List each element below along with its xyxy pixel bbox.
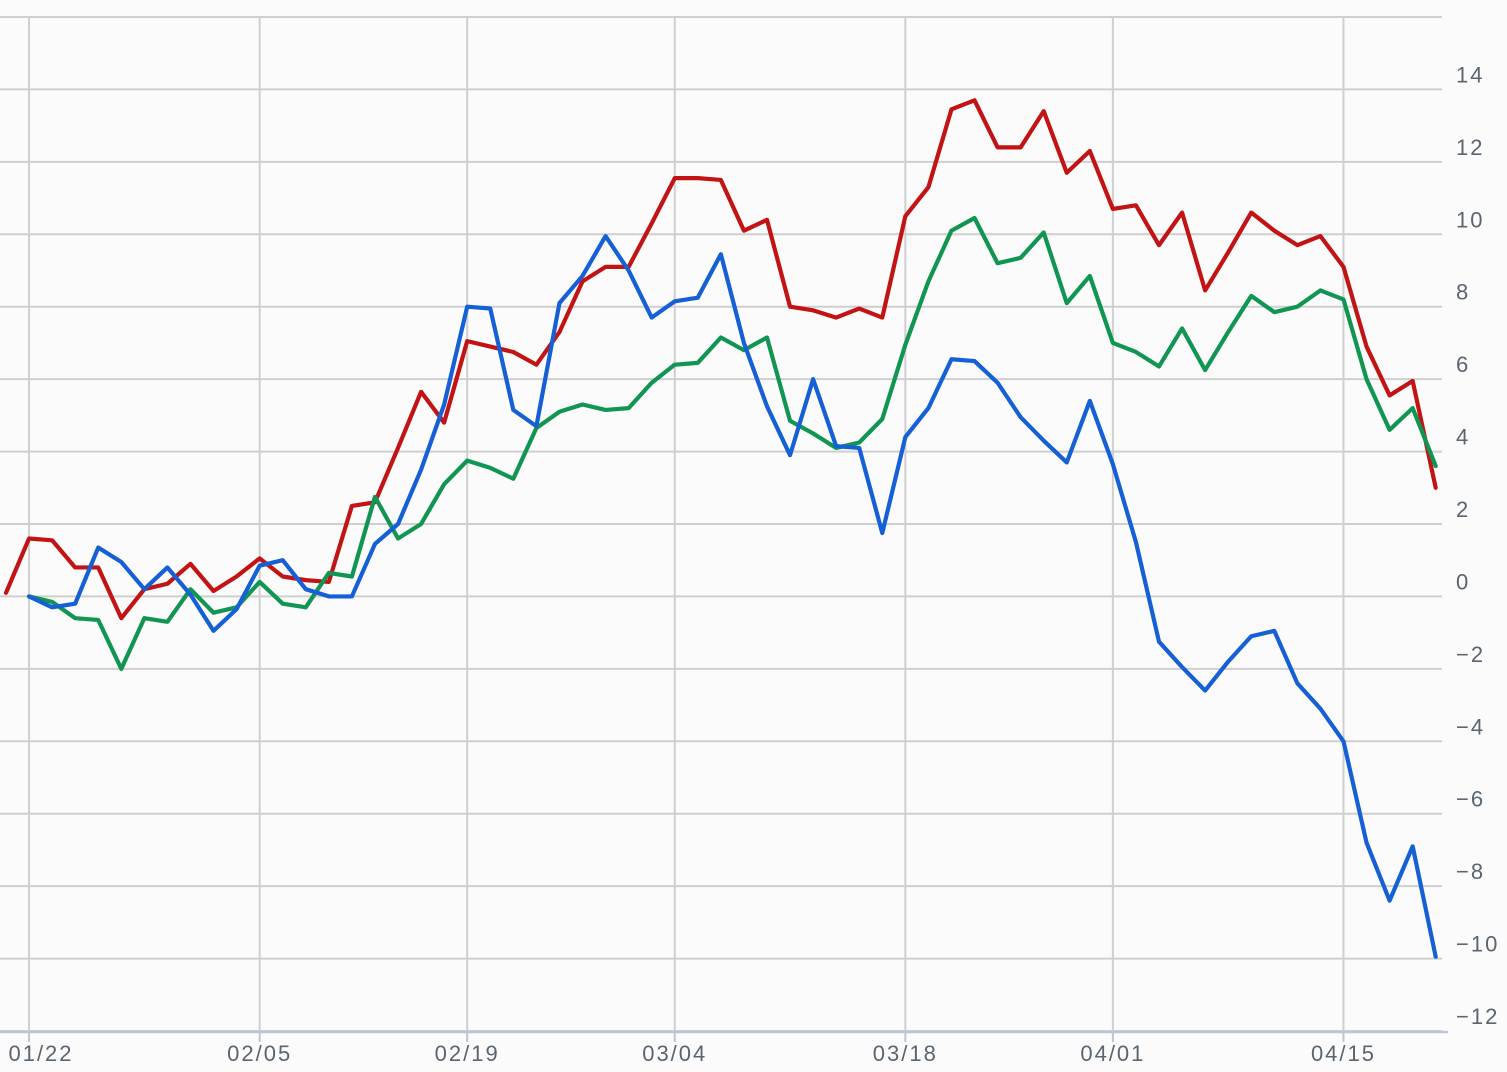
red-series-line — [3, 98, 1438, 621]
y-axis-tick-label: −8 — [1456, 859, 1485, 884]
x-axis-tick-label: 02/19 — [435, 1041, 500, 1066]
y-axis-tick-label: −12 — [1456, 1004, 1499, 1029]
y-axis-tick-label: 2 — [1456, 497, 1470, 522]
y-axis-tick-label: 8 — [1456, 280, 1470, 305]
y-axis-tick-label: 4 — [1456, 425, 1470, 450]
x-axis-tick-label: 01/22 — [8, 1041, 73, 1066]
blue-series-line — [26, 233, 1438, 959]
x-axis-tick-label: 03/04 — [642, 1041, 707, 1066]
y-axis-tick-label: 6 — [1456, 352, 1470, 377]
y-axis-tick-label: 14 — [1456, 62, 1484, 87]
x-axis-tick-label: 04/15 — [1311, 1041, 1376, 1066]
y-axis-tick-label: 10 — [1456, 207, 1484, 232]
y-axis-tick-label: −2 — [1456, 642, 1485, 667]
green-series-line — [26, 215, 1438, 671]
y-axis-tick-label: −10 — [1456, 932, 1499, 957]
y-axis-tick-label: −6 — [1456, 787, 1485, 812]
y-axis-tick-label: 0 — [1456, 569, 1470, 594]
x-axis-tick-label: 04/01 — [1080, 1041, 1145, 1066]
y-axis-tick-label: −4 — [1456, 714, 1485, 739]
x-axis-tick-label: 03/18 — [873, 1041, 938, 1066]
x-axis-tick-label: 02/05 — [227, 1041, 292, 1066]
y-axis-tick-label: 12 — [1456, 135, 1484, 160]
